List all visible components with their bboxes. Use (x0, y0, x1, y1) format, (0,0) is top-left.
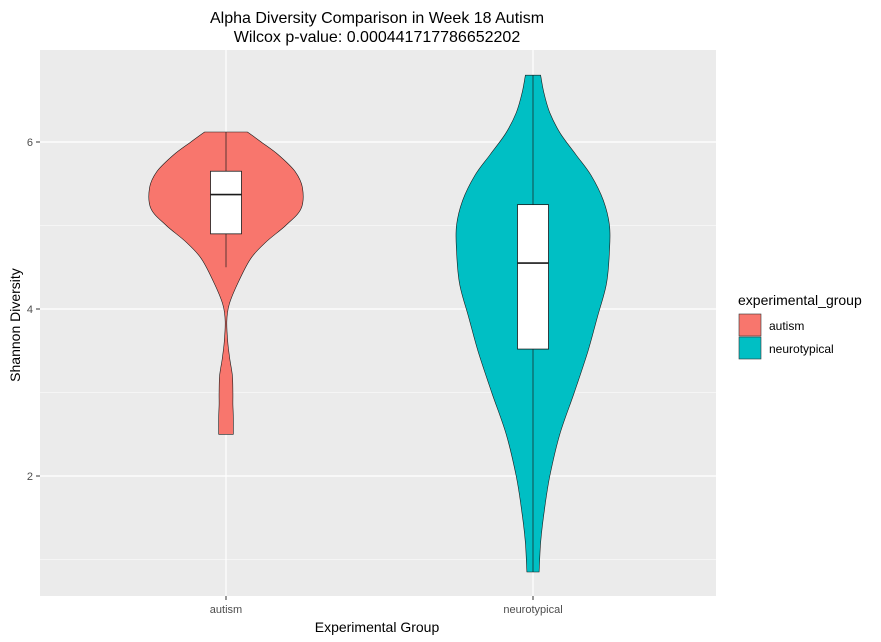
x-tick-label: autism (210, 604, 242, 616)
legend-key-neurotypical (738, 336, 762, 360)
chart-title: Alpha Diversity Comparison in Week 18 Au… (210, 10, 544, 27)
legend-title: experimental_group (738, 292, 862, 308)
y-tick-label: 6 (27, 137, 33, 149)
axis-ticks: 2 4 6 autism neurotypical (27, 137, 563, 616)
box-neurotypical (517, 204, 549, 350)
violin-autism (148, 131, 304, 435)
violins (148, 74, 611, 573)
legend-label-neurotypical: neurotypical (769, 342, 834, 356)
legend-label-autism: autism (769, 319, 804, 333)
y-axis-title: Shannon Diversity (7, 268, 23, 382)
chart-subtitle: Wilcox p-value: 0.000441717786652202 (234, 29, 521, 46)
plot-panel (40, 50, 716, 596)
legend: experimental_group autism neurotypical (738, 292, 862, 360)
x-tick-label: neurotypical (503, 604, 562, 616)
panel-background (40, 50, 716, 596)
x-axis-title: Experimental Group (315, 619, 440, 635)
legend-key-autism (738, 313, 762, 337)
box-autism (210, 170, 242, 235)
y-tick-label: 2 (27, 471, 33, 483)
y-tick-label: 4 (27, 304, 33, 316)
